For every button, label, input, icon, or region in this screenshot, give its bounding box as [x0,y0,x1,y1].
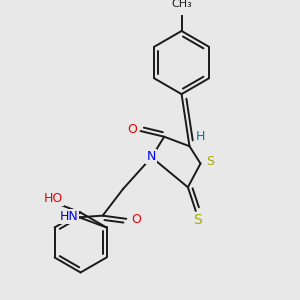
Text: S: S [206,155,214,169]
Text: HN: HN [59,210,78,223]
Text: CH₃: CH₃ [171,0,192,8]
Text: O: O [131,213,141,226]
Text: N: N [146,150,156,163]
Text: S: S [193,213,202,227]
Text: HO: HO [44,192,63,206]
Text: O: O [128,123,138,136]
Text: H: H [196,130,205,143]
